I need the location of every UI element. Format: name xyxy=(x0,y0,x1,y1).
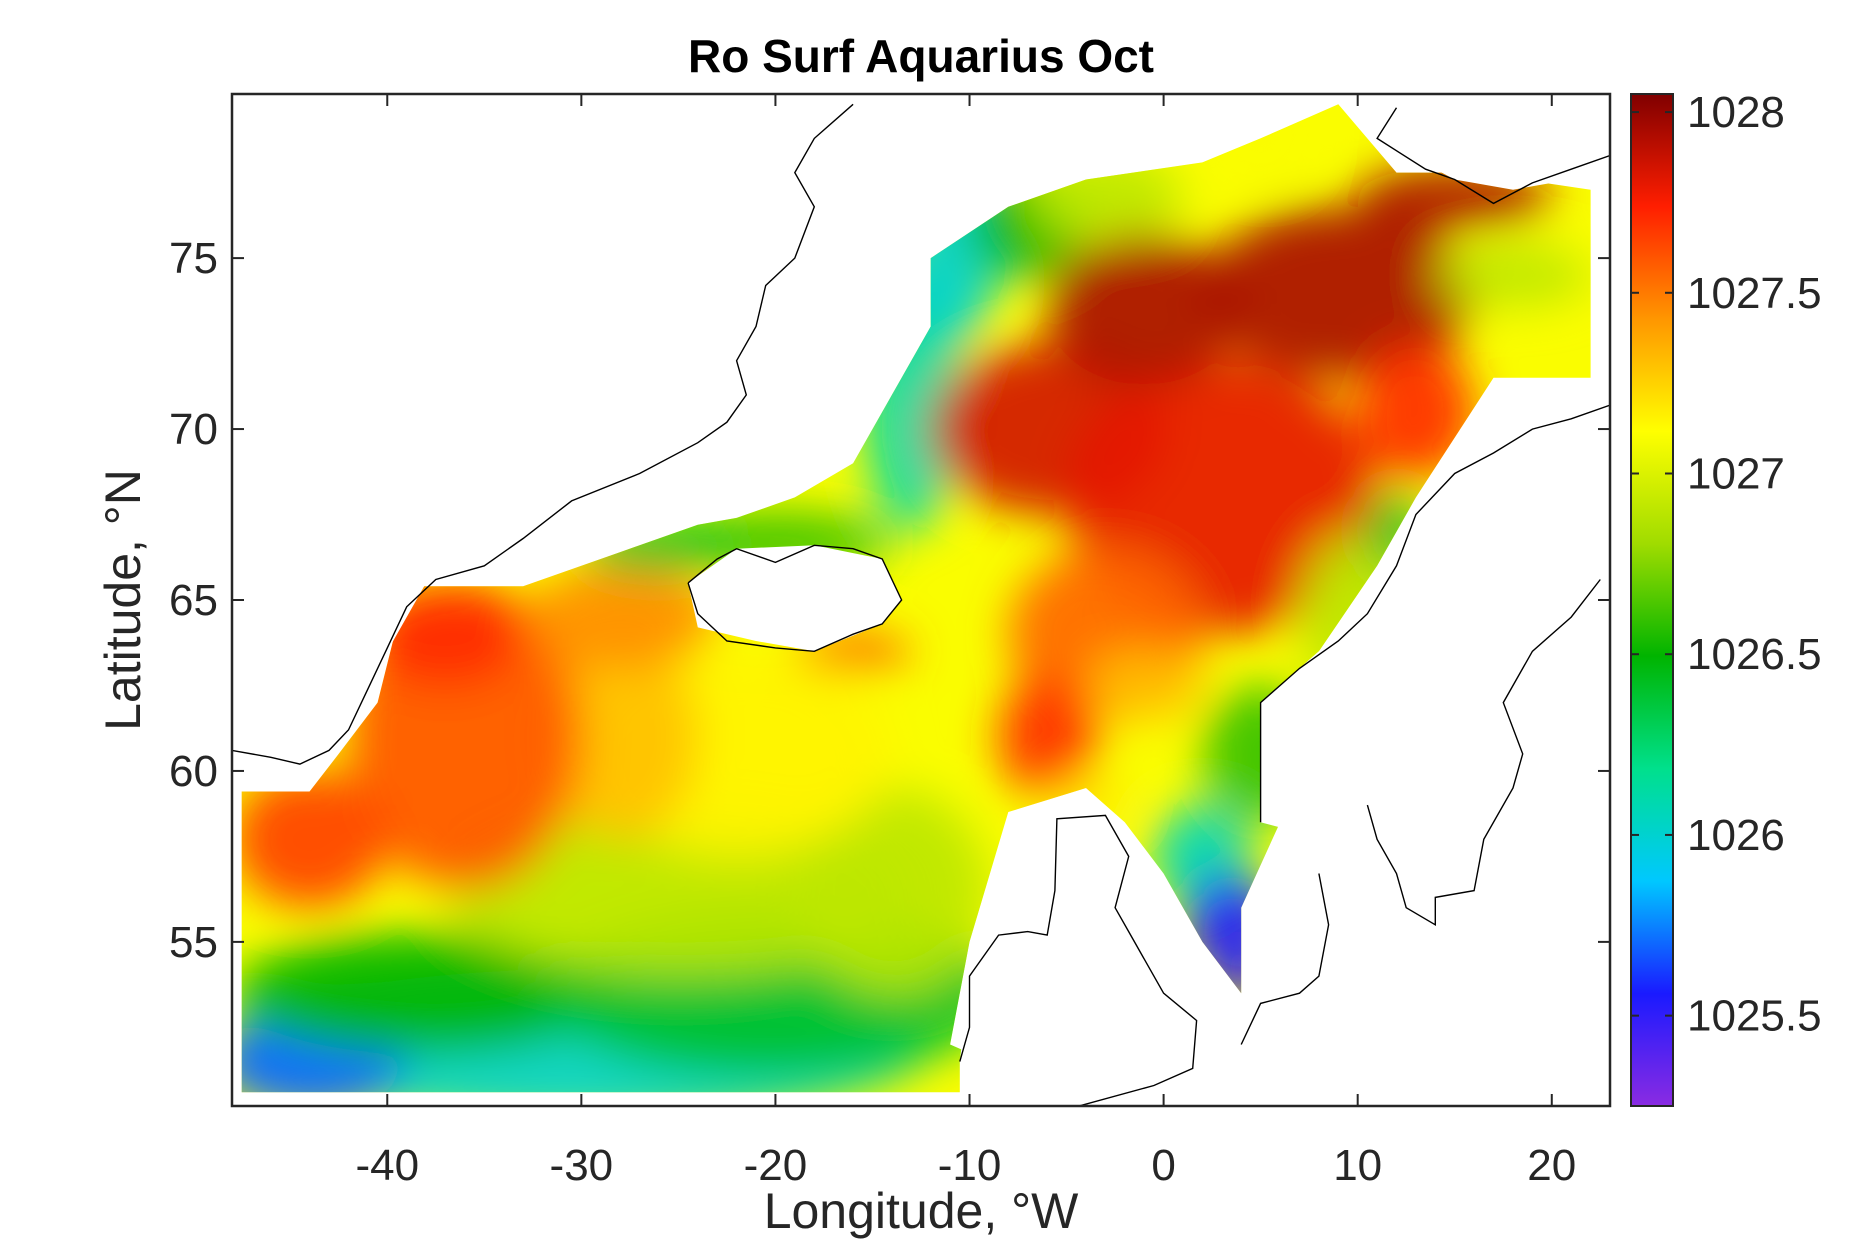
density-blob xyxy=(1202,206,1475,378)
colorbar-tick-label: 1028 xyxy=(1687,88,1785,137)
density-blob xyxy=(1435,244,1591,306)
chart-title: Ro Surf Aquarius Oct xyxy=(688,30,1154,82)
y-tick-label: 65 xyxy=(169,576,218,625)
x-tick-label: -10 xyxy=(938,1141,1002,1190)
x-tick-label: -20 xyxy=(744,1141,808,1190)
colorbar-tick-label: 1026 xyxy=(1687,811,1785,860)
greenland-land xyxy=(232,94,828,785)
denmark-coastline xyxy=(1240,873,1330,1045)
y-tick-label: 75 xyxy=(169,234,218,283)
x-axis: -40 -30 -20 -10 0 10 20 xyxy=(355,94,1576,1190)
coastlines xyxy=(232,103,1610,1106)
sweden-coastline xyxy=(1366,579,1601,927)
colorbar-tick-label: 1027 xyxy=(1687,450,1785,499)
y-axis-label: Latitude, °N xyxy=(95,469,151,731)
density-blob xyxy=(241,770,388,908)
x-tick-label: 0 xyxy=(1151,1141,1175,1190)
x-axis-label: Longitude, °W xyxy=(764,1183,1079,1239)
x-tick-label: 20 xyxy=(1527,1141,1576,1190)
density-field xyxy=(241,104,1591,1093)
y-tick-label: 55 xyxy=(169,918,218,967)
norway-coastline xyxy=(1259,404,1610,823)
greenland-coastline xyxy=(232,103,854,765)
density-blobs xyxy=(241,104,1591,1093)
density-blob xyxy=(542,634,698,840)
svalbard-land xyxy=(1377,94,1610,190)
colorbar-tick-label: 1025.5 xyxy=(1687,992,1822,1041)
svalbard-coastline xyxy=(1376,107,1610,205)
y-axis: 55 60 65 70 75 xyxy=(169,234,1610,967)
colorbar-tick-label: 1027.5 xyxy=(1687,269,1822,318)
x-tick-label: 10 xyxy=(1333,1141,1382,1190)
colorbar-ticks: 1025.5 1026 1026.5 1027 1027.5 1028 xyxy=(1631,88,1822,1041)
british-isles-land xyxy=(959,815,1193,1106)
colorbar xyxy=(1630,93,1674,1107)
plot-area xyxy=(232,94,1610,1106)
density-blob xyxy=(1047,234,1242,385)
y-tick-label: 70 xyxy=(169,405,218,454)
density-blob xyxy=(1357,343,1475,481)
density-blob xyxy=(998,675,1096,799)
land-masks xyxy=(232,94,1610,1106)
x-tick-label: -30 xyxy=(550,1141,614,1190)
y-tick-label: 60 xyxy=(169,747,218,796)
iceland-coastline xyxy=(687,544,903,653)
scandinavia-europe-land xyxy=(1260,394,1610,1106)
iceland-land xyxy=(688,545,902,652)
british-isles-coastline xyxy=(959,814,1198,1106)
x-tick-label: -40 xyxy=(355,1141,419,1190)
density-blob xyxy=(1086,651,1203,720)
density-blob xyxy=(523,565,718,669)
colorbar-tick-label: 1026.5 xyxy=(1687,630,1822,679)
density-blob xyxy=(241,931,621,1055)
